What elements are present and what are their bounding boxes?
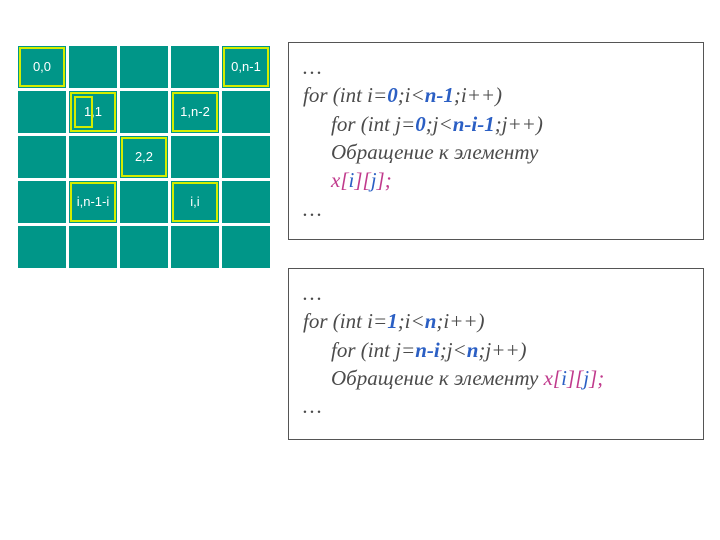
code-line: for (int i=0;i<n-1;i++) (303, 81, 689, 109)
code-line: Обращение к элементу (303, 138, 689, 166)
matrix-cell: 0,n-1 (222, 46, 270, 88)
code-line: Обращение к элементу x[i][j]; (303, 364, 689, 392)
matrix-cell (222, 181, 270, 223)
matrix-cell (120, 91, 168, 133)
matrix-cell (222, 91, 270, 133)
matrix-cell (69, 46, 117, 88)
matrix-cell: i,n-1-i (69, 181, 117, 223)
matrix-cell (18, 181, 66, 223)
matrix-cell (171, 46, 219, 88)
matrix-cell (171, 226, 219, 268)
matrix-cell (18, 226, 66, 268)
code-line: for (int j=0;j<n-i-1;j++) (303, 110, 689, 138)
matrix-cell: 1,1 (69, 91, 117, 133)
matrix-cell (69, 226, 117, 268)
matrix-cell: 2,2 (120, 136, 168, 178)
matrix-cell (120, 226, 168, 268)
matrix-cell (18, 91, 66, 133)
code-line: … (303, 195, 689, 223)
matrix-cell: i,i (171, 181, 219, 223)
matrix-cell (18, 136, 66, 178)
code-line: … (303, 53, 689, 81)
code-line: … (303, 279, 689, 307)
matrix-cell (69, 136, 117, 178)
matrix-cell: 0,0 (18, 46, 66, 88)
code-line: x[i][j]; (303, 166, 689, 194)
matrix-grid: 0,0 0,n-1 1,1 1,n-22,2i,n-1-i i,i (18, 46, 270, 268)
code-line: … (303, 392, 689, 420)
code-line: for (int j=n-i;j<n;j++) (303, 336, 689, 364)
code-block-lower-triangle: …for (int i=1;i<n;i++)for (int j=n-i;j<n… (288, 268, 704, 440)
matrix-cell (222, 226, 270, 268)
matrix-cell (120, 181, 168, 223)
matrix-cell (120, 46, 168, 88)
matrix-cell (222, 136, 270, 178)
matrix-cell (171, 136, 219, 178)
code-block-upper-triangle: …for (int i=0;i<n-1;i++)for (int j=0;j<n… (288, 42, 704, 240)
code-line: for (int i=1;i<n;i++) (303, 307, 689, 335)
matrix-cell: 1,n-2 (171, 91, 219, 133)
